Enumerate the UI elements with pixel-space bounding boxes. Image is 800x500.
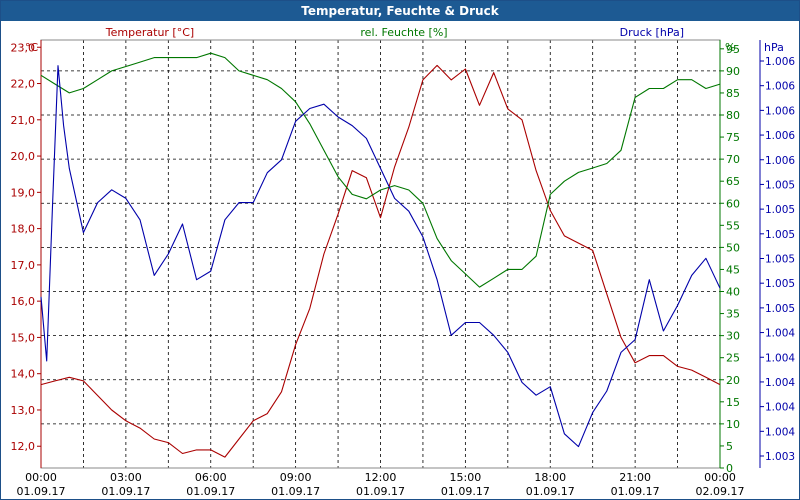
x-tick-time: 18:00	[534, 471, 566, 484]
x-tick-time: 06:00	[195, 471, 227, 484]
pressure-axis-tick-label: 1.005	[765, 254, 795, 266]
pressure-axis-tick-label: 1.005	[765, 229, 795, 241]
pressure-axis-tick-label: 1.006	[765, 155, 795, 167]
x-tick-time: 00:00	[704, 471, 736, 484]
humidity-axis-tick-label: 15	[726, 396, 740, 409]
pressure-axis-tick-label: 1.004	[765, 328, 795, 340]
x-tick-date: 01.09.17	[271, 485, 320, 498]
humidity-axis-tick-label: 55	[726, 219, 740, 232]
pressure-axis-tick-label: 1.005	[765, 204, 795, 216]
series-layer	[40, 52, 721, 458]
x-tick-date: 01.09.17	[101, 485, 150, 498]
pressure-axis-tick-label: 1.004	[765, 426, 795, 438]
left-axis-tick-label: 17,0	[11, 259, 36, 272]
x-tick-date: 01.09.17	[186, 485, 235, 498]
left-axis-unit: °C	[25, 41, 39, 54]
humidity-axis-tick-label: 25	[726, 352, 740, 365]
x-tick-date: 01.09.17	[611, 485, 660, 498]
x-tick-date: 01.09.17	[356, 485, 405, 498]
left-axis-tick-label: 18,0	[11, 223, 36, 236]
humidity-axis-tick-label: 0	[726, 462, 733, 475]
humidity-axis-tick-label: 95	[726, 43, 740, 56]
pressure-axis-tick-label: 1.006	[765, 81, 795, 93]
pressure-axis-tick-label: 1.005	[765, 303, 795, 315]
humidity-axis-tick-label: 85	[726, 87, 740, 100]
left-axis-tick-label: 22,0	[11, 78, 36, 91]
series-line-temperature	[40, 64, 721, 458]
x-tick-date: 01.09.17	[526, 485, 575, 498]
humidity-axis-tick-label: 30	[726, 330, 740, 343]
pressure-axis-tick-label: 1.006	[765, 130, 795, 142]
x-tick-time: 15:00	[450, 471, 482, 484]
window-title: Temperatur, Feuchte & Druck	[1, 1, 799, 21]
humidity-axis-tick-label: 90	[726, 65, 740, 78]
series-line-humidity	[40, 52, 721, 288]
series-label-temperature: Temperatur [°C]	[105, 26, 194, 39]
x-tick-date: 01.09.17	[441, 485, 490, 498]
x-tick-time: 12:00	[365, 471, 397, 484]
left-axis-tick-label: 23,0	[11, 41, 36, 54]
pressure-axis-tick-label: 1.006	[765, 105, 795, 117]
series-label-humidity: rel. Feuchte [%]	[360, 26, 447, 39]
pressure-axis-tick-label: 1.006	[765, 56, 795, 68]
humidity-axis-tick-label: 45	[726, 263, 740, 276]
humidity-axis-tick-label: 70	[726, 153, 740, 166]
plot-border	[40, 39, 721, 469]
pressure-axis-tick-label: 1.004	[765, 377, 795, 389]
axes	[37, 39, 764, 469]
pressure-axis-tick-label: 1.005	[765, 278, 795, 290]
left-axis-tick-label: 21,0	[11, 114, 36, 127]
humidity-axis-tick-label: 50	[726, 241, 740, 254]
x-tick-date: 02.09.17	[696, 485, 745, 498]
x-tick-date: 01.09.17	[17, 485, 66, 498]
humidity-axis-tick-label: 65	[726, 175, 740, 188]
grid	[41, 40, 720, 468]
humidity-axis-tick-label: 80	[726, 109, 740, 122]
left-axis-tick-label: 19,0	[11, 186, 36, 199]
x-tick-time: 00:00	[25, 471, 57, 484]
series-line-pressure	[40, 65, 721, 448]
left-axis-tick-label: 14,0	[11, 368, 36, 381]
pressure-axis-tick-label: 1.004	[765, 402, 795, 414]
x-tick-time: 03:00	[110, 471, 142, 484]
labels-layer: 23,0 22,0 21,0 20,0 19,0 18,0 17,0 16,0 15,0 14,0…	[11, 26, 796, 498]
humidity-axis-unit: %	[725, 41, 735, 54]
humidity-axis-tick-label: 5	[726, 440, 733, 453]
left-axis-tick-label: 13,0	[11, 404, 36, 417]
series-label-pressure: Druck [hPa]	[620, 26, 684, 39]
left-axis-tick-label: 16,0	[11, 295, 36, 308]
pressure-axis-tick-label: 1.003	[765, 451, 795, 463]
humidity-axis-tick-label: 35	[726, 308, 740, 321]
humidity-axis-tick-label: 40	[726, 286, 740, 299]
pressure-axis-tick-label: 1.005	[765, 179, 795, 191]
pressure-axis-tick-label: 1.004	[765, 352, 795, 364]
humidity-axis-tick-label: 20	[726, 374, 740, 387]
left-axis-tick-label: 20,0	[11, 150, 36, 163]
left-axis-tick-label: 15,0	[11, 331, 36, 344]
humidity-axis-tick-label: 60	[726, 197, 740, 210]
pressure-axis-unit: hPa	[764, 41, 784, 54]
x-tick-time: 09:00	[280, 471, 312, 484]
left-axis-tick-label: 12,0	[11, 440, 36, 453]
x-tick-time: 21:00	[619, 471, 651, 484]
humidity-axis-tick-label: 10	[726, 418, 740, 431]
humidity-axis-tick-label: 75	[726, 131, 740, 144]
